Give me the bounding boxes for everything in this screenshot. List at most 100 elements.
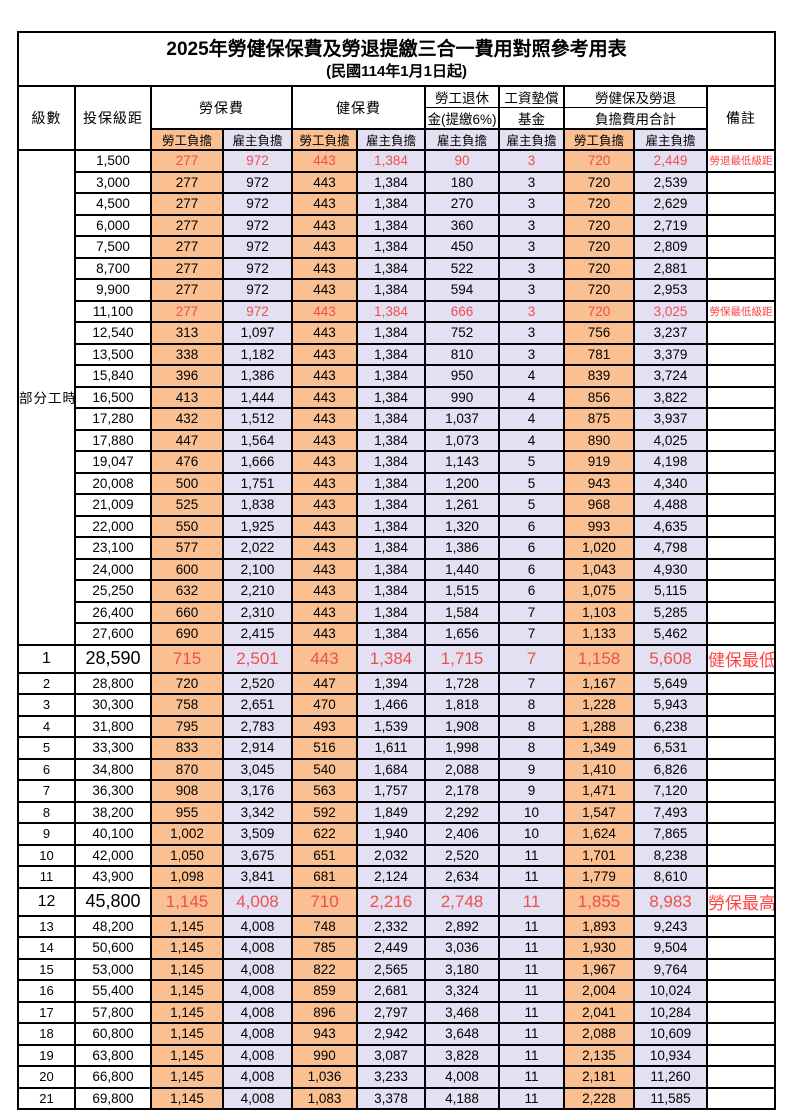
table-row: 7,500 277 972 443 1,384 450 3 720 2,809 [18,235,777,259]
cell-remark [705,514,777,538]
cell-value: 4,198 [633,450,708,474]
cell-value: 443 [291,600,358,624]
cell-value: 443 [291,471,358,495]
cell-value: 2,783 [222,714,293,738]
cell-value: 443 [291,557,358,581]
table-row: 部分工時 1,500 277 972 443 1,384 90 3 720 2,449 勞退最低級距 [17,149,777,646]
cell-remark [705,1000,777,1024]
table-row: 3,000 277 972 443 1,384 180 3 720 2,539 [18,170,777,194]
cell-value: 1,684 [356,757,426,781]
table-row: 17 57,800 1,145 4,008 896 2,797 3,468 11 2,041 10… [17,1000,777,1024]
cell-value: 1,386 [424,536,500,560]
cell-value: 822 [291,957,358,981]
cell-value: 2,088 [563,1022,635,1046]
cell-value: 4,635 [633,514,708,538]
cell-value: 443 [291,514,358,538]
table-row: 1 28,590 715 2,501 443 1,384 1,715 7 1,158 5,608 健… [17,643,777,674]
cell-value: 666 [424,299,500,323]
cell-value: 1,145 [150,886,224,917]
cell-value: 1,930 [563,936,635,960]
cell-value: 3,841 [222,865,293,889]
cell-value: 919 [563,450,635,474]
cell-value: 1,384 [356,364,426,388]
cell-value: 3,025 [633,299,708,323]
cell-value: 2,520 [222,671,293,695]
cell-bracket: 48,200 [74,914,152,938]
cell-value: 720 [563,256,635,280]
cell-value: 396 [150,364,224,388]
cell-value: 758 [150,693,224,717]
cell-bracket: 23,100 [74,536,152,560]
cell-value: 1,386 [222,364,293,388]
cell-value: 1,512 [222,407,293,431]
cell-value: 6,826 [633,757,708,781]
cell-remark: 勞保最低級距 [705,299,777,323]
cell-value: 3,176 [222,779,293,803]
cell-value: 6 [498,557,565,581]
cell-value: 1,384 [356,149,426,173]
cell-value: 1,200 [424,471,500,495]
cell-value: 1,908 [424,714,500,738]
cell-value: 1,158 [563,643,635,674]
cell-value: 11 [498,1000,565,1024]
cell-value: 443 [291,170,358,194]
cell-value: 4,008 [222,979,293,1003]
cell-value: 752 [424,321,500,345]
cell-value: 1,728 [424,671,500,695]
cell-value: 563 [291,779,358,803]
subheader-total-employee: 勞工負擔 [563,128,635,151]
cell-value: 1,998 [424,736,500,760]
table-row: 15,840 396 1,386 443 1,384 950 4 839 3,724 [18,364,777,388]
cell-value: 1,584 [424,600,500,624]
cell-level: 20 [17,1065,76,1089]
cell-value: 5 [498,493,565,517]
cell-value: 277 [150,256,224,280]
table-row: 21,009 525 1,838 443 1,384 1,261 5 968 4,488 [18,493,777,517]
cell-value: 781 [563,342,635,366]
cell-value: 1,384 [356,428,426,452]
cell-value: 11 [498,1086,565,1110]
cell-value: 2,539 [633,170,708,194]
cell-remark [705,493,777,517]
col-header-remark: 備註 [705,85,777,151]
cell-value: 90 [424,149,500,173]
cell-value: 4,008 [222,1065,293,1089]
cell-bracket: 17,880 [74,428,152,452]
cell-remark [705,428,777,452]
cell-bracket: 66,800 [74,1065,152,1089]
cell-value: 4,008 [222,1086,293,1110]
cell-bracket: 17,280 [74,407,152,431]
cell-bracket: 22,000 [74,514,152,538]
cell-value: 7 [498,643,565,674]
cell-value: 313 [150,321,224,345]
cell-bracket: 27,600 [74,622,152,646]
cell-value: 443 [291,493,358,517]
cell-value: 993 [563,514,635,538]
cell-value: 8 [498,693,565,717]
cell-value: 720 [150,671,224,695]
table-row: 20 66,800 1,145 4,008 1,036 3,233 4,008 11 2,181… [17,1065,777,1089]
cell-value: 3 [498,299,565,323]
cell-bracket: 53,000 [74,957,152,981]
cell-value: 11,585 [633,1086,708,1110]
cell-bracket: 50,600 [74,936,152,960]
col-header-labor-fee: 勞保費 [150,85,293,130]
cell-bracket: 7,500 [74,235,152,259]
cell-value: 1,384 [356,192,426,216]
table-row: 9 40,100 1,002 3,509 622 1,940 2,406 10 1,624 7,8… [17,822,777,846]
cell-level: 14 [17,936,76,960]
cell-value: 1,145 [150,914,224,938]
cell-remark [705,536,777,560]
cell-bracket: 38,200 [74,800,152,824]
cell-value: 622 [291,822,358,846]
cell-remark [705,1065,777,1089]
table-row: 10 42,000 1,050 3,675 651 2,032 2,520 11 1,701 8,… [17,843,777,867]
cell-remark [705,407,777,431]
cell-value: 7 [498,600,565,624]
cell-bracket: 12,540 [74,321,152,345]
cell-value: 1,384 [356,514,426,538]
cell-value: 1,384 [356,342,426,366]
cell-value: 810 [424,342,500,366]
cell-bracket: 8,700 [74,256,152,280]
cell-level: 9 [17,822,76,846]
